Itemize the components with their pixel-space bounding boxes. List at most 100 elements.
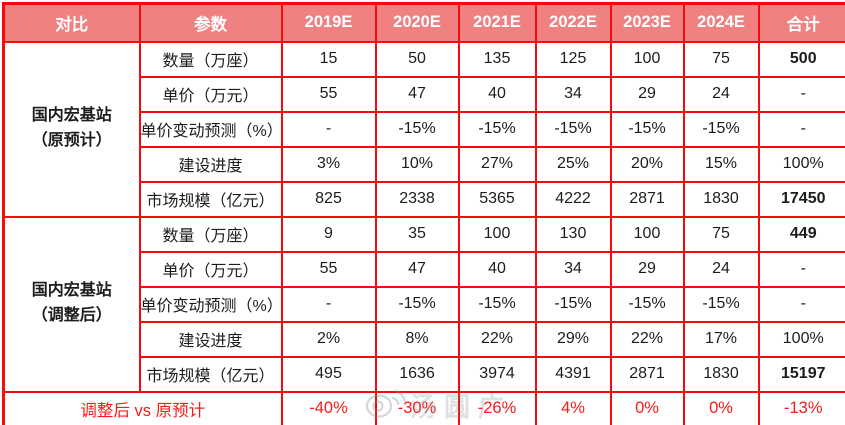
group-label-adjusted: 国内宏基站 （调整后） (2, 215, 141, 393)
table-row: 单价变动预测（%） - -15% -15% -15% -15% -15% - (4, 110, 845, 148)
total-cell: - (757, 250, 845, 288)
comparison-row: 调整后 vs 原预计 -40% -30% -26% 4% 0% 0% -13% (2, 390, 845, 425)
data-cell: 55 (280, 75, 377, 113)
data-cell: 2% (280, 320, 377, 358)
table-row: 建设进度 2% 8% 22% 29% 22% 17% 100% (4, 320, 845, 358)
footer-cell: -40% (280, 390, 377, 425)
total-cell: 15197 (757, 355, 845, 393)
data-cell: 100 (457, 215, 537, 253)
data-cell: 9 (280, 215, 377, 253)
data-cell: 100 (609, 40, 685, 78)
data-cell: 100 (609, 215, 685, 253)
footer-cell: 4% (534, 390, 612, 425)
data-cell: 15 (280, 40, 377, 78)
total-cell: 449 (757, 215, 845, 253)
data-cell: 3974 (457, 355, 537, 393)
data-cell: 35 (374, 215, 460, 253)
header-row: 对比 参数 2019E 2020E 2021E 2022E 2023E 2024… (2, 2, 845, 43)
total-cell: 100% (757, 320, 845, 358)
data-cell: -15% (457, 285, 537, 323)
data-cell: 22% (609, 320, 685, 358)
param-label: 市场规模（亿元） (138, 355, 283, 393)
data-cell: 24 (682, 250, 760, 288)
col-header-compare: 对比 (2, 2, 141, 43)
group-label-line: 国内宏基站 (31, 282, 112, 300)
data-cell: 10% (374, 145, 460, 183)
data-cell: 2871 (609, 355, 685, 393)
data-cell: 29% (534, 320, 612, 358)
data-cell: 75 (682, 40, 760, 78)
param-label: 单价变动预测（%） (138, 285, 283, 323)
data-cell: -15% (457, 110, 537, 148)
data-cell: -15% (609, 110, 685, 148)
data-cell: 40 (457, 75, 537, 113)
data-cell: 29 (609, 75, 685, 113)
param-label: 数量（万座） (138, 215, 283, 253)
footer-cell: 0% (682, 390, 760, 425)
col-header-2023e: 2023E (609, 2, 685, 43)
footer-cell: -30% (374, 390, 460, 425)
data-cell: 34 (534, 250, 612, 288)
footer-cell: 0% (609, 390, 685, 425)
data-cell: 125 (534, 40, 612, 78)
table-row: 市场规模（亿元） 825 2338 5365 4222 2871 1830 17… (4, 180, 845, 218)
col-header-parameter: 参数 (138, 2, 283, 43)
data-cell: 75 (682, 215, 760, 253)
total-cell: 500 (757, 40, 845, 78)
param-label: 单价（万元） (138, 75, 283, 113)
total-cell: - (757, 285, 845, 323)
data-cell: -15% (534, 285, 612, 323)
total-cell: - (757, 75, 845, 113)
group-label-line: 国内宏基站 (31, 107, 112, 125)
data-cell: 17% (682, 320, 760, 358)
data-cell: 2871 (609, 180, 685, 218)
data-cell: 4222 (534, 180, 612, 218)
table-row: 国内宏基站 （调整后） 数量（万座） 9 35 100 130 100 75 4… (2, 215, 845, 393)
data-cell: 29 (609, 250, 685, 288)
data-cell: 22% (457, 320, 537, 358)
data-cell: 24 (682, 75, 760, 113)
data-cell: 4391 (534, 355, 612, 393)
param-label: 单价变动预测（%） (138, 110, 283, 148)
data-cell: 47 (374, 75, 460, 113)
total-cell: 100% (757, 145, 845, 183)
footer-cell: -13% (757, 390, 845, 425)
data-cell: 50 (374, 40, 460, 78)
data-cell: 25% (534, 145, 612, 183)
table-row: 市场规模（亿元） 495 1636 3974 4391 2871 1830 15… (4, 355, 845, 393)
data-cell: -15% (682, 285, 760, 323)
data-cell: 1830 (682, 180, 760, 218)
data-cell: 27% (457, 145, 537, 183)
total-cell: 17450 (757, 180, 845, 218)
group-label-original: 国内宏基站 （原预计） (2, 40, 141, 218)
data-cell: 130 (534, 215, 612, 253)
data-cell: 34 (534, 75, 612, 113)
col-header-2021e: 2021E (457, 2, 537, 43)
table-row: 国内宏基站 （原预计） 数量（万座） 15 50 135 125 100 75 … (2, 40, 845, 218)
data-cell: 15% (682, 145, 760, 183)
data-cell: 1636 (374, 355, 460, 393)
param-label: 建设进度 (138, 320, 283, 358)
data-cell: - (280, 110, 377, 148)
data-cell: -15% (374, 285, 460, 323)
data-cell: 40 (457, 250, 537, 288)
table-row: 单价（万元） 55 47 40 34 29 24 - (4, 75, 845, 113)
table-row: 建设进度 3% 10% 27% 25% 20% 15% 100% (4, 145, 845, 183)
group-label-line: （调整后） (31, 307, 112, 324)
col-header-2019e: 2019E (280, 2, 377, 43)
data-cell: 20% (609, 145, 685, 183)
data-cell: 1830 (682, 355, 760, 393)
param-label: 数量（万座） (138, 40, 283, 78)
param-label: 建设进度 (138, 145, 283, 183)
table-row: 单价（万元） 55 47 40 34 29 24 - (4, 250, 845, 288)
param-label: 单价（万元） (138, 250, 283, 288)
data-cell: -15% (534, 110, 612, 148)
data-cell: 47 (374, 250, 460, 288)
group-label-line: （原预计） (31, 132, 112, 149)
table-row: 单价变动预测（%） - -15% -15% -15% -15% -15% - (4, 285, 845, 323)
total-cell: - (757, 110, 845, 148)
data-cell: 8% (374, 320, 460, 358)
col-header-2022e: 2022E (534, 2, 612, 43)
data-cell: 2338 (374, 180, 460, 218)
